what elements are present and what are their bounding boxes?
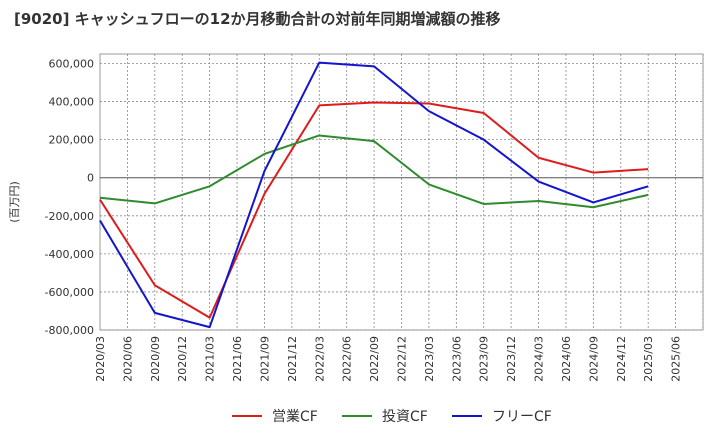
- x-tick-label: 2020/09: [149, 336, 162, 382]
- series-line: [99, 61, 649, 329]
- x-tick-label: 2023/12: [505, 336, 518, 382]
- series-line: [99, 134, 649, 209]
- y-tick-label: 0: [87, 172, 94, 185]
- chart-title: [9020] キャッシュフローの12か月移動合計の対前年同期増減額の推移: [14, 10, 501, 28]
- x-tick-label: 2022/03: [313, 336, 326, 382]
- y-axis-ticks: 600,000 400,000 200,000 0 -200,000 -400,000 -6…: [45, 58, 94, 337]
- x-tick-label: 2021/06: [231, 336, 244, 382]
- series-line: [99, 101, 649, 319]
- x-tick-label: 2022/06: [341, 336, 354, 382]
- legend-label: 営業CF: [272, 409, 318, 425]
- y-tick-label: 400,000: [49, 96, 95, 109]
- x-tick-label: 2021/12: [286, 336, 299, 382]
- x-tick-label: 2023/09: [478, 336, 491, 382]
- grid-lines: [100, 54, 704, 331]
- x-tick-label: 2022/12: [396, 336, 409, 382]
- x-tick-label: 2021/03: [204, 336, 217, 382]
- x-tick-label: 2020/06: [121, 336, 134, 382]
- legend-label: 投資CF: [382, 409, 428, 425]
- legend-label: フリーCF: [492, 409, 552, 425]
- x-tick-label: 2025/06: [670, 336, 683, 382]
- y-tick-label: 600,000: [49, 58, 95, 71]
- x-tick-label: 2024/12: [615, 336, 628, 382]
- y-tick-label: -200,000: [45, 210, 94, 223]
- y-tick-label: -800,000: [45, 324, 94, 337]
- x-tick-label: 2024/03: [533, 336, 546, 382]
- x-tick-label: 2020/03: [94, 336, 107, 382]
- y-axis-label: (百万円): [8, 181, 21, 223]
- x-tick-label: 2024/09: [587, 336, 600, 382]
- x-tick-label: 2021/09: [258, 336, 271, 382]
- x-axis-ticks: 2020/03 2020/06 2020/09 2020/12 2021/03 2021/…: [94, 336, 683, 382]
- series-lines: [99, 61, 649, 329]
- x-tick-label: 2025/03: [642, 336, 655, 382]
- x-tick-label: 2023/06: [450, 336, 463, 382]
- y-tick-label: 200,000: [49, 134, 95, 147]
- y-tick-label: -400,000: [45, 248, 94, 261]
- legend: 営業CF 投資CF フリーCF: [232, 409, 552, 425]
- x-tick-label: 2020/12: [176, 336, 189, 382]
- y-tick-label: -600,000: [45, 286, 94, 299]
- x-tick-label: 2024/06: [560, 336, 573, 382]
- x-tick-label: 2023/03: [423, 336, 436, 382]
- x-tick-label: 2022/09: [368, 336, 381, 382]
